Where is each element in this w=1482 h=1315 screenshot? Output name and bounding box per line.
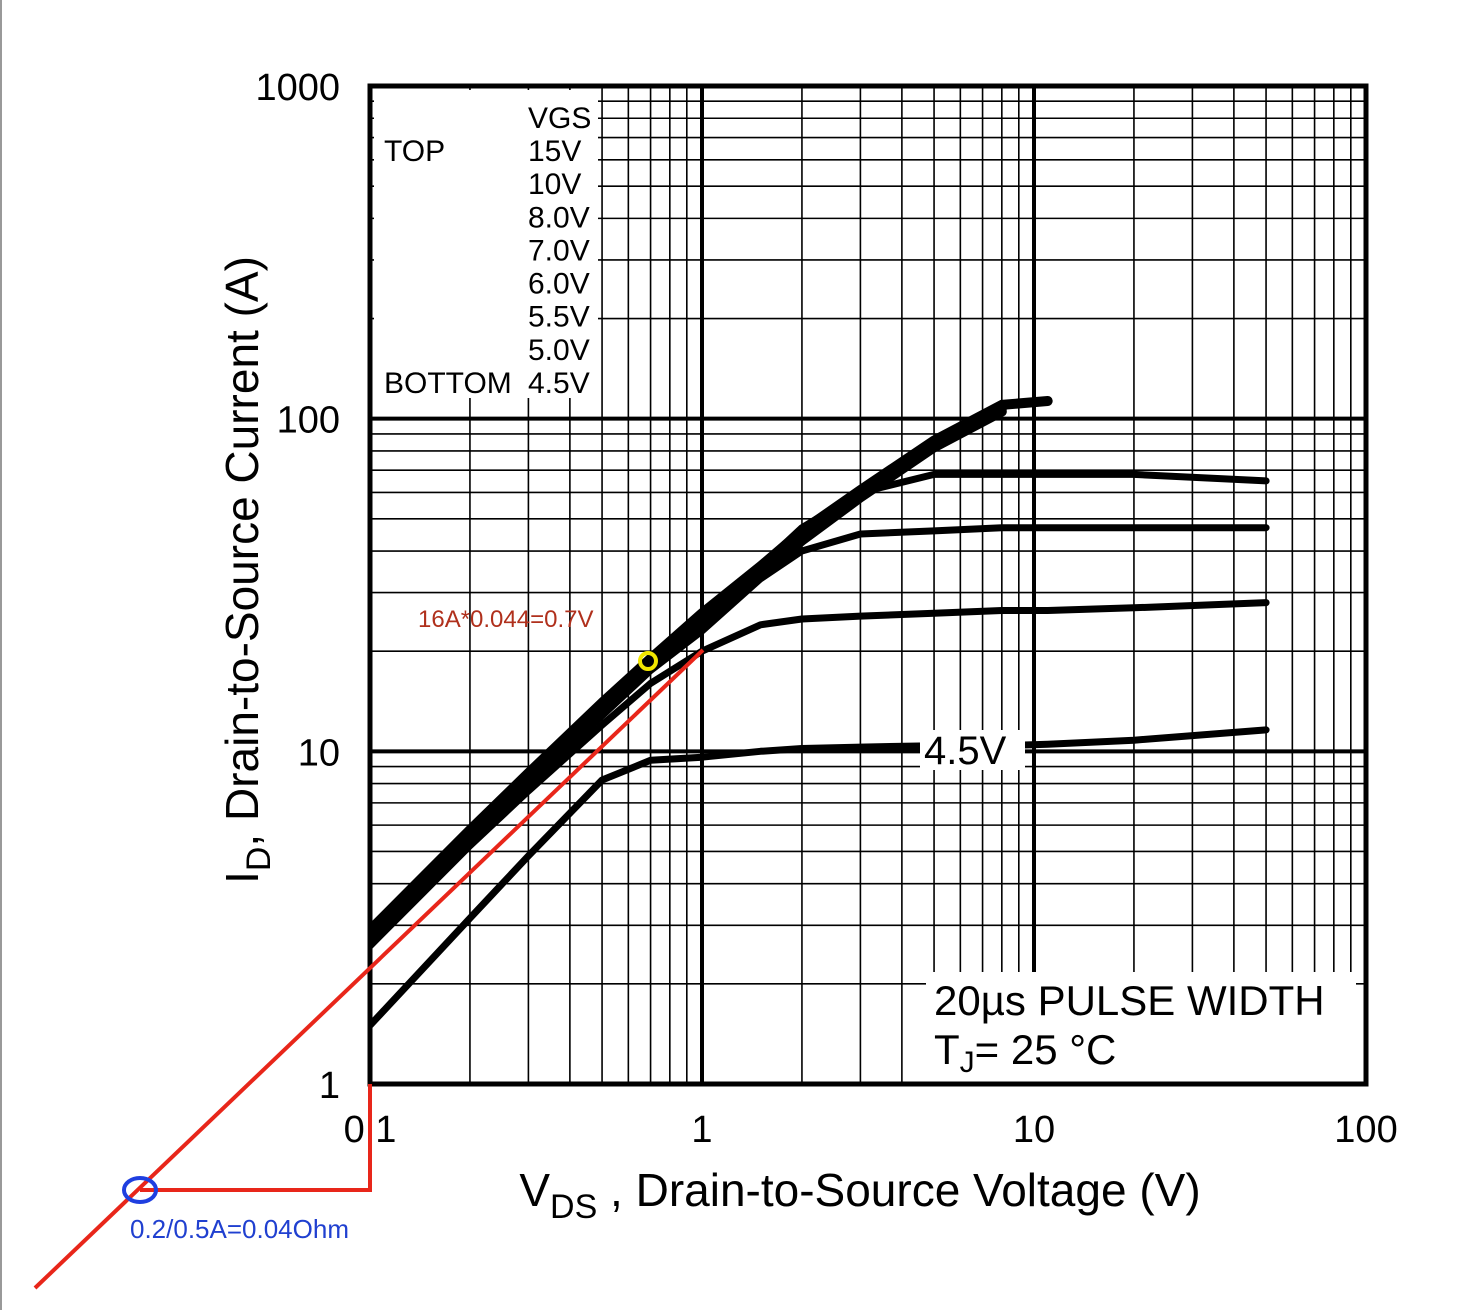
tangent-line (33, 648, 705, 1290)
legend-box (374, 90, 598, 398)
legend-entry: 8.0V (528, 201, 590, 234)
curve-label: 4.5V (924, 729, 1007, 773)
temp-main: T (934, 1026, 960, 1073)
y-axis-title: ID, Drain-to-Source Current (A) (216, 256, 278, 884)
curve (370, 403, 1007, 941)
curves (370, 396, 1270, 1029)
legend-entry: 4.5V (528, 367, 590, 400)
blue-annotation: 0.2/0.5A=0.04Ohm (130, 1214, 349, 1244)
y-title-rest: , Drain-to-Source Current (A) (216, 256, 268, 847)
curve (370, 726, 1270, 1029)
x-axis-title: VDS , Drain-to-Source Voltage (V) (519, 1164, 1200, 1226)
legend-entry: 10V (528, 168, 581, 201)
intercept-marker (122, 1176, 158, 1204)
y-title-sub: D (240, 847, 278, 872)
legend-entry: 7.0V (528, 234, 590, 267)
curve (370, 599, 1270, 950)
red-annotation: 16A*0.044=0.7V (418, 606, 594, 633)
legend-entry: 15V (528, 135, 581, 168)
y-tick-label: 10 (298, 732, 340, 774)
legend-bottom: BOTTOM (384, 367, 512, 400)
temp-rest: = 25 °C (975, 1026, 1117, 1073)
legend-top: TOP (384, 135, 445, 168)
y-tick-label: 100 (277, 400, 340, 442)
legend: VGS TOP BOTTOM 15V10V8.0V7.0V6.0V5.5V5.0… (384, 102, 591, 400)
y-tick-label: 1 (319, 1065, 340, 1107)
curve-label-box (920, 730, 1025, 770)
pulse-note: 20µs PULSE WIDTH (934, 977, 1325, 1024)
legend-entry: 5.5V (528, 301, 590, 334)
curve (370, 524, 1270, 947)
temp-sub: J (960, 1046, 975, 1079)
x-title-sub: DS (550, 1188, 597, 1226)
operating-point-marker (638, 651, 658, 671)
x-title-rest: , Drain-to-Source Voltage (V) (597, 1164, 1200, 1216)
y-title-main: I (216, 871, 268, 884)
temp-note: TJ= 25 °C (934, 1026, 1116, 1079)
x-title-main: V (519, 1164, 550, 1216)
x-tick-label: 100 (1334, 1109, 1397, 1151)
legend-entry: 5.0V (528, 334, 590, 367)
plot-frame (367, 83, 1369, 1087)
legend-entry: 6.0V (528, 268, 590, 301)
y-tick-label: 1000 (255, 67, 340, 109)
curve (370, 406, 1007, 943)
legend-title: VGS (528, 102, 591, 135)
note-box (926, 972, 1356, 1082)
x-tick-label: 1 (691, 1109, 712, 1151)
offset-guide (140, 1084, 372, 1192)
x-tick-label: 10 (1013, 1109, 1055, 1151)
